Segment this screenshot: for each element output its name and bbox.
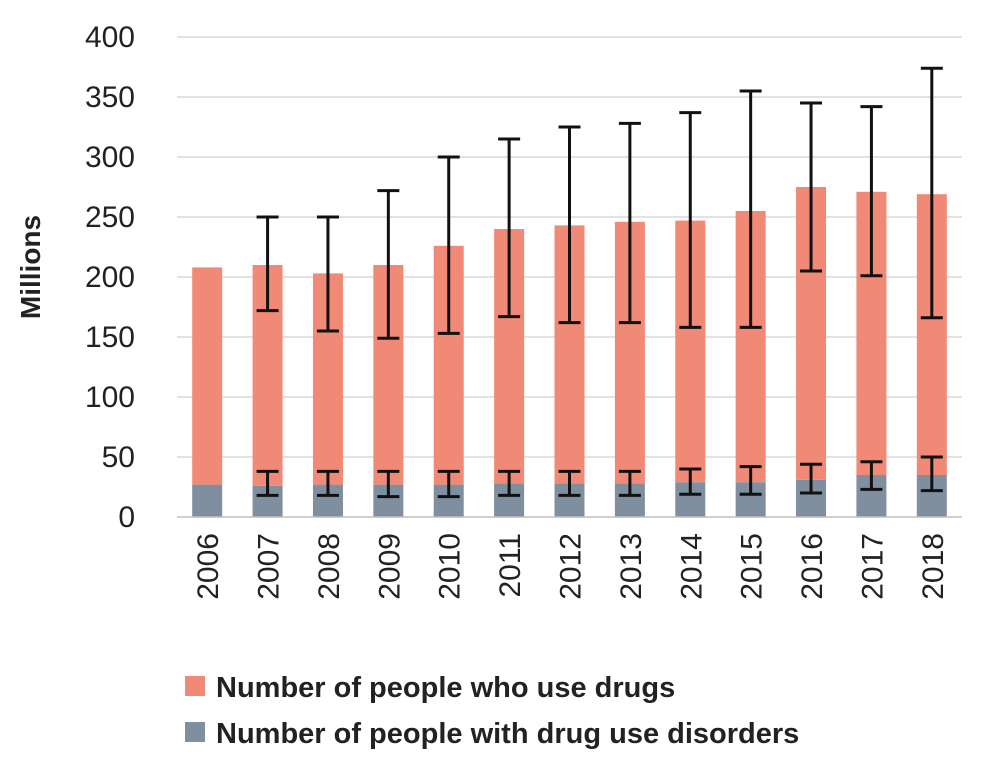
- error-bar-disorders-2018: [920, 455, 943, 493]
- legend: Number of people who use drugs Number of…: [185, 672, 799, 750]
- y-tick-label: 400: [85, 21, 135, 54]
- error-bar-disorders-2016: [800, 462, 823, 495]
- y-tick-label: 250: [85, 201, 135, 234]
- y-tick-label: 350: [85, 81, 135, 114]
- x-tick-label: 2018: [917, 533, 950, 600]
- error-bar-disorders-2017: [860, 460, 883, 491]
- legend-label-disorders: Number of people with drug use disorders: [216, 718, 799, 750]
- y-tick-label: 100: [85, 381, 135, 414]
- error-bar-users-2014: [679, 111, 702, 329]
- error-bar-disorders-2012: [558, 469, 581, 497]
- error-bar-disorders-2009: [377, 469, 400, 499]
- x-tick-label: 2011: [494, 533, 527, 598]
- x-tick-label: 2017: [856, 533, 889, 600]
- x-tick-label: 2013: [615, 533, 648, 600]
- error-bar-users-2017: [860, 105, 883, 278]
- error-bar-disorders-2007: [256, 469, 279, 497]
- y-axis-ticks: 0 50 100 150 200 250 300 350 400: [85, 21, 135, 534]
- x-tick-label: 2009: [373, 533, 406, 600]
- x-tick-label: 2008: [313, 533, 346, 600]
- error-bar-users-2011: [498, 137, 521, 319]
- y-tick-label: 200: [85, 261, 135, 294]
- error-bar-users-2018: [920, 66, 943, 320]
- legend-swatch-disorders: [185, 722, 205, 742]
- error-bars: [256, 66, 943, 499]
- x-tick-label: 2010: [434, 533, 467, 600]
- x-tick-label: 2007: [253, 533, 286, 600]
- y-tick-label: 300: [85, 141, 135, 174]
- error-bar-users-2009: [377, 189, 400, 340]
- error-bar-users-2013: [618, 121, 641, 325]
- error-bar-users-2012: [558, 125, 581, 325]
- bar-disorders-2006: [192, 484, 223, 517]
- error-bar-disorders-2013: [618, 469, 641, 497]
- error-bar-users-2007: [256, 215, 279, 313]
- y-tick-label: 50: [102, 441, 135, 474]
- error-bar-disorders-2011: [498, 469, 521, 497]
- legend-label-users: Number of people who use drugs: [216, 672, 675, 704]
- error-bar-users-2010: [437, 155, 460, 335]
- x-tick-label: 2012: [555, 533, 588, 600]
- error-bar-users-2016: [800, 101, 823, 273]
- error-bar-disorders-2015: [739, 465, 762, 496]
- x-tick-label: 2015: [736, 533, 769, 600]
- x-tick-label: 2006: [192, 533, 225, 600]
- error-bar-disorders-2010: [437, 469, 460, 499]
- x-axis-ticks: 2006 2007 2008 2009 2010 2011 2012 2013 2014 2015…: [192, 533, 950, 600]
- x-tick-label: 2016: [796, 533, 829, 600]
- bar-users-2006: [192, 267, 223, 485]
- y-tick-label: 150: [85, 321, 135, 354]
- x-tick-label: 2014: [675, 533, 708, 600]
- y-tick-label: 0: [118, 501, 135, 534]
- legend-swatch-users: [185, 676, 205, 696]
- error-bar-users-2008: [316, 215, 339, 333]
- error-bar-users-2015: [739, 89, 762, 329]
- y-axis-label: Millions: [15, 215, 46, 319]
- error-bar-disorders-2008: [316, 469, 339, 497]
- error-bar-disorders-2014: [679, 467, 702, 496]
